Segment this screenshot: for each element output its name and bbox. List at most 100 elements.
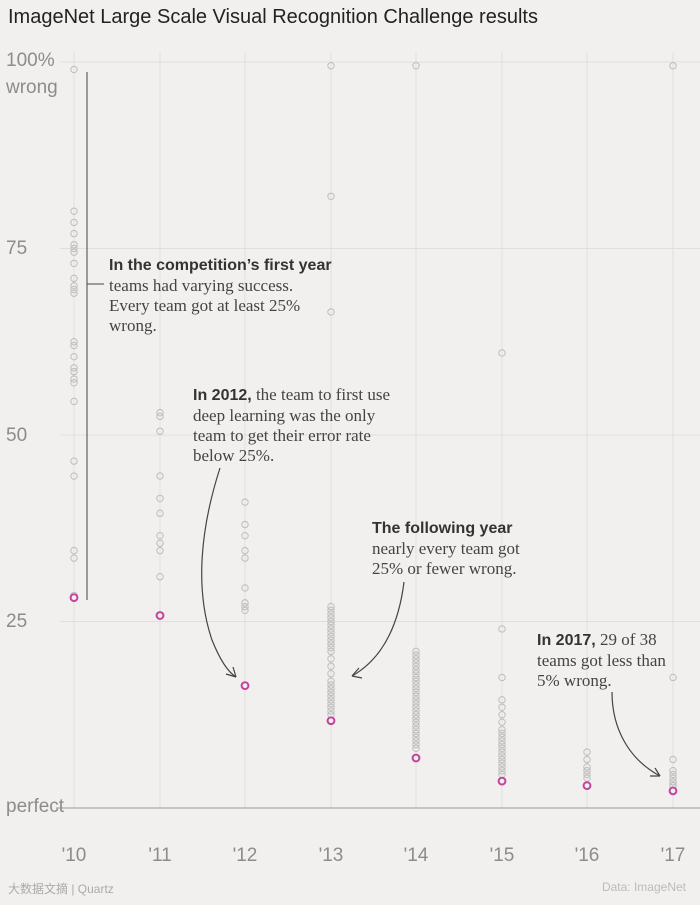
team-result-point (70, 248, 78, 256)
team-result-point (241, 584, 249, 592)
footer-data-credit: Data: ImageNet (601, 880, 686, 894)
team-result-point (327, 696, 335, 704)
team-result-point (241, 520, 249, 529)
x-label-2016: '16 (574, 845, 600, 866)
team-result-point (583, 763, 591, 771)
team-result-point (156, 408, 164, 417)
team-result-point (70, 241, 78, 249)
team-result-point (412, 711, 420, 719)
team-result-point (156, 573, 164, 581)
annotation-2012-line: team to get their error rate (193, 426, 371, 445)
team-result-point (156, 412, 164, 421)
footer-source-left: 大数据文摘 | Quartz (8, 882, 114, 896)
team-result-point (583, 770, 591, 779)
team-result-point (669, 755, 677, 764)
annotation-lines (86, 72, 661, 777)
y-label-perfect: perfect (6, 796, 65, 817)
team-result-point (327, 688, 335, 697)
annotation-2013-line: nearly every team got (372, 539, 520, 558)
best-result-point (155, 611, 165, 620)
team-result-point (241, 554, 249, 562)
team-result-point (70, 546, 78, 555)
team-result-point (156, 532, 164, 540)
x-label-2017: '17 (660, 845, 686, 866)
team-result-point (498, 755, 506, 764)
best-result-point (582, 781, 592, 791)
team-result-point (412, 714, 420, 723)
team-result-point (241, 532, 249, 540)
team-result-point (669, 770, 677, 779)
x-label-2012: '12 (232, 845, 258, 866)
team-result-point (498, 729, 506, 738)
team-result-point (498, 725, 506, 734)
x-label-2011: '11 (148, 845, 172, 866)
team-result-point (412, 733, 420, 741)
annotation-2010: In the competition’s first year teams ha… (109, 255, 332, 336)
team-result-point (412, 699, 420, 708)
team-result-point (70, 338, 78, 346)
team-result-point (412, 655, 420, 663)
team-result-point (498, 711, 506, 719)
annotation-2017-line: teams got less than (537, 651, 666, 670)
team-result-point (327, 308, 335, 316)
team-result-point (327, 707, 335, 715)
annotation-2010-line: teams had varying success. (109, 276, 294, 295)
annotation-2012: In 2012, the team to first use deep lear… (193, 385, 390, 466)
team-result-point (498, 763, 506, 771)
team-result-point (156, 427, 164, 435)
grid-layer (56, 52, 700, 809)
annotation-2017: In 2017, 29 of 38 teams got less than 5%… (537, 630, 666, 691)
team-result-point (70, 341, 78, 350)
team-result-point (412, 696, 420, 704)
team-result-point (156, 509, 164, 518)
team-result-point (498, 752, 506, 760)
team-result-point (583, 767, 591, 775)
annotation-2013: The following year nearly every team got… (372, 518, 520, 579)
team-result-point (70, 285, 78, 294)
team-result-point (327, 610, 335, 618)
team-result-point (412, 647, 420, 656)
team-result-point (327, 606, 335, 615)
team-result-point (412, 651, 420, 659)
team-result-point (327, 647, 335, 656)
points-layer (69, 62, 678, 796)
team-result-point (156, 546, 164, 555)
best-result-point (668, 786, 678, 796)
team-result-point (70, 229, 78, 238)
team-result-point (669, 774, 677, 782)
team-result-point (327, 632, 335, 641)
team-result-point (412, 729, 420, 738)
team-result-point (412, 670, 420, 678)
team-result-point (498, 718, 506, 726)
arrow-2017 (611, 691, 661, 777)
y-label-wrong: wrong (6, 77, 58, 98)
team-result-point (498, 759, 506, 767)
team-result-point (412, 666, 420, 674)
team-result-point (70, 364, 78, 372)
x-label-2013: '13 (318, 845, 344, 866)
arrowhead-2013 (351, 667, 363, 679)
x-label-2010: '10 (61, 845, 87, 866)
y-label-75: 75 (6, 238, 28, 259)
annotation-2012-first: the team to first use (251, 385, 391, 404)
best-result-point (497, 776, 507, 786)
team-result-point (412, 737, 420, 745)
annotation-2010-bold: In the competition’s first year (109, 257, 332, 274)
team-result-point (327, 643, 335, 652)
best-result-point (411, 753, 421, 763)
team-result-point (70, 289, 78, 297)
annotation-2012-bold: In 2012, (193, 387, 252, 404)
team-result-point (412, 673, 420, 682)
best-result-point (69, 593, 79, 603)
team-result-point (412, 662, 420, 670)
annotation-2013-line: 25% or fewer wrong. (372, 559, 517, 578)
team-result-point (327, 655, 335, 663)
team-result-point (327, 636, 335, 644)
team-result-point (669, 767, 677, 775)
team-result-point (70, 554, 78, 562)
team-result-point (498, 733, 506, 741)
annotation-2012-line: deep learning was the only (193, 406, 376, 425)
team-result-point (156, 494, 164, 503)
annotation-2010-line: wrong. (109, 316, 157, 335)
